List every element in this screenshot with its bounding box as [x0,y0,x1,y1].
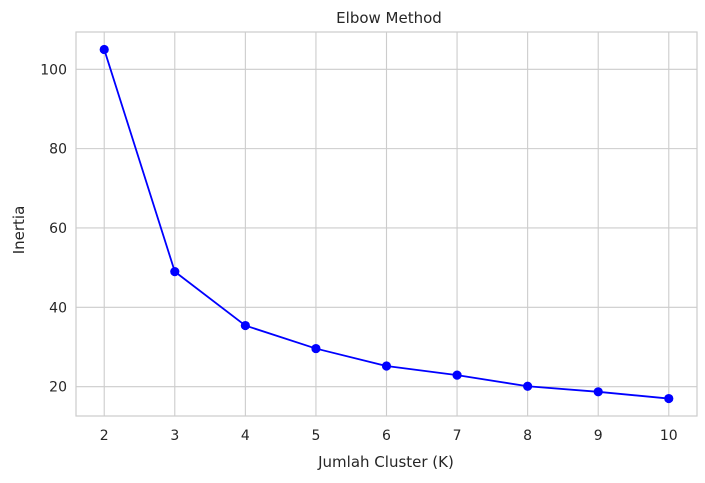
x-tick-label: 4 [241,428,250,444]
data-series [99,44,674,404]
x-tick-label: 7 [453,428,462,444]
y-tick-label: 80 [49,142,67,158]
data-point [311,343,321,354]
data-point [99,44,109,55]
data-point [452,370,462,380]
data-point [664,393,674,404]
data-point [170,267,180,277]
x-axis-label: Jumlah Cluster (K) [317,453,454,471]
x-tick-label: 5 [311,428,320,444]
data-point [523,381,533,391]
data-point [240,320,250,331]
x-tick-label: 10 [660,428,678,444]
y-tick-label: 60 [49,221,67,237]
plot-area-frame [75,31,698,417]
x-tick-label: 6 [382,428,391,444]
y-tick-label: 20 [49,380,67,396]
y-tick-label: 40 [49,300,67,316]
y-axis-label: Inertia [10,206,28,255]
grid-lines [76,32,697,416]
x-tick-label: 9 [594,428,603,444]
data-point [593,387,603,397]
data-point [381,361,392,371]
x-tick-label: 8 [523,428,532,444]
x-axis-ticks: 2 3 4 5 6 7 8 9 10 [100,428,678,444]
y-axis-ticks: 20 40 60 80 100 [40,62,67,395]
y-tick-label: 100 [40,62,67,78]
chart-title: Elbow Method [336,9,442,27]
x-tick-label: 3 [170,428,179,444]
x-tick-label: 2 [100,428,109,444]
